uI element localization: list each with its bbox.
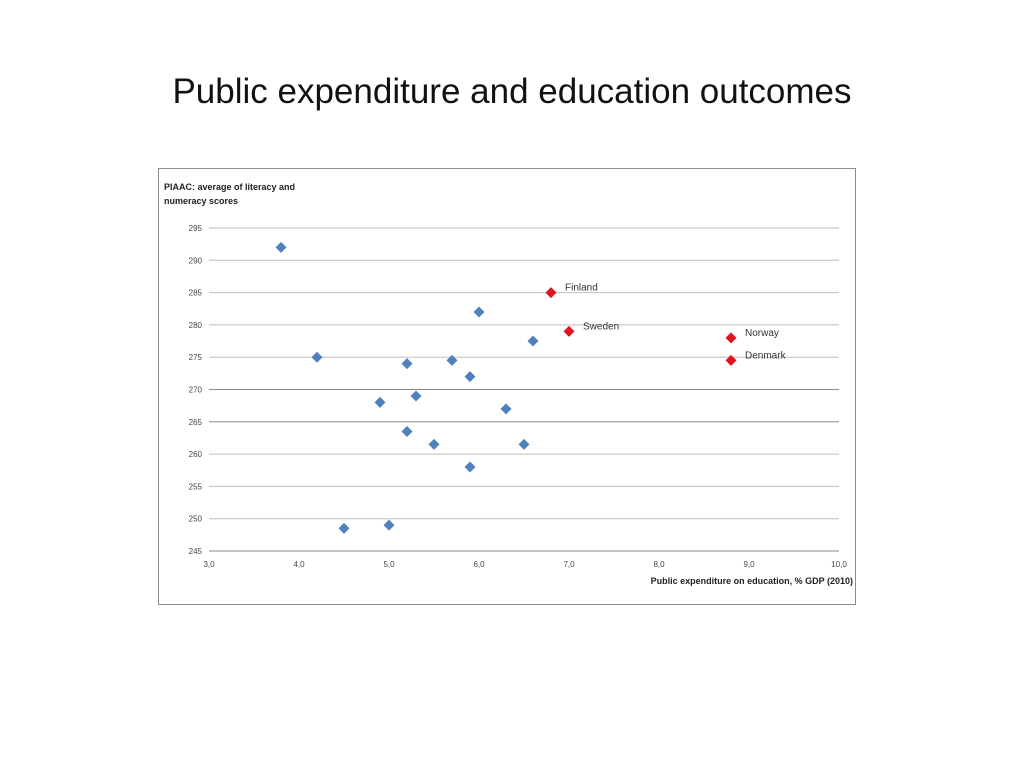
x-tick-label: 6,0 bbox=[473, 560, 485, 569]
y-tick-label: 265 bbox=[189, 418, 203, 427]
data-point bbox=[527, 335, 539, 347]
y-tick-label: 270 bbox=[189, 386, 203, 395]
data-point bbox=[383, 519, 395, 531]
y-tick-label: 260 bbox=[189, 450, 203, 459]
x-axis-label: Public expenditure on education, % GDP (… bbox=[651, 576, 853, 586]
data-point bbox=[410, 390, 422, 402]
plot-area: 245 250 255 260 265 270 275 280 285 290 295 3,0 4,0 5… bbox=[189, 224, 853, 586]
point-label: Finland bbox=[565, 283, 598, 294]
highlight-point bbox=[563, 325, 575, 337]
y-tick-label: 245 bbox=[189, 547, 203, 556]
y-tick-label: 280 bbox=[189, 321, 203, 330]
y-tick-label: 285 bbox=[189, 289, 203, 298]
data-point bbox=[401, 358, 413, 370]
data-point bbox=[446, 354, 458, 366]
y-axis-label-line-2: numeracy scores bbox=[164, 196, 239, 206]
scatter-chart: PIAAC: average of literacy and numeracy … bbox=[158, 168, 856, 605]
data-point bbox=[275, 241, 287, 253]
y-tick-label: 255 bbox=[189, 482, 203, 491]
x-tick-label: 4,0 bbox=[293, 560, 305, 569]
y-tick-label: 295 bbox=[189, 224, 203, 233]
x-tick-label: 10,0 bbox=[831, 560, 847, 569]
point-label: Sweden bbox=[583, 321, 619, 332]
data-point bbox=[311, 351, 323, 363]
x-tick-label: 7,0 bbox=[563, 560, 575, 569]
data-point bbox=[464, 461, 476, 473]
highlight-point bbox=[545, 287, 557, 299]
y-tick-label: 275 bbox=[189, 353, 203, 362]
y-tick-label: 250 bbox=[189, 515, 203, 524]
y-tick-label: 290 bbox=[189, 256, 203, 265]
x-tick-label: 9,0 bbox=[743, 560, 755, 569]
point-label: Norway bbox=[745, 328, 779, 339]
data-point bbox=[473, 306, 485, 318]
highlight-point bbox=[725, 354, 737, 366]
y-axis-label-line-1: PIAAC: average of literacy and bbox=[164, 182, 296, 192]
data-point bbox=[338, 522, 350, 534]
data-point bbox=[401, 425, 413, 437]
data-point bbox=[428, 438, 440, 450]
x-tick-label: 5,0 bbox=[383, 560, 395, 569]
data-point bbox=[500, 403, 512, 415]
point-label: Denmark bbox=[745, 350, 787, 361]
x-tick-label: 3,0 bbox=[203, 560, 215, 569]
slide-title: Public expenditure and education outcome… bbox=[172, 72, 852, 111]
data-point bbox=[464, 371, 476, 383]
highlight-point bbox=[725, 332, 737, 344]
data-point bbox=[374, 396, 386, 408]
x-tick-label: 8,0 bbox=[653, 560, 665, 569]
y-axis-label: PIAAC: average of literacy and numeracy … bbox=[164, 180, 334, 208]
data-point bbox=[518, 438, 530, 450]
